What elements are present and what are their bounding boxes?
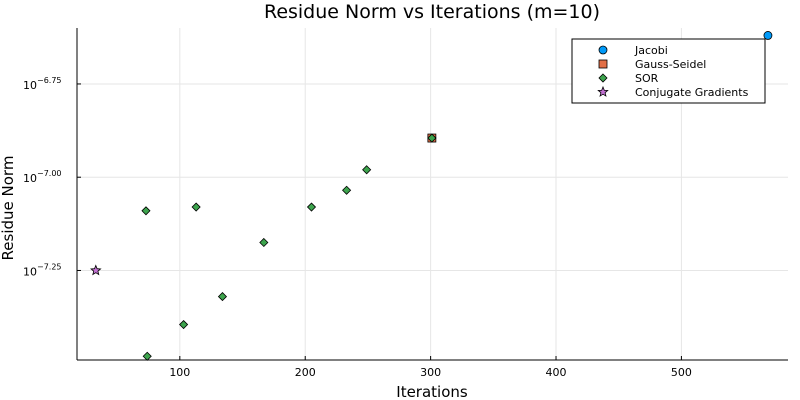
sor-point [362,165,372,175]
sor-point [142,351,152,361]
legend-label-jacobi: Jacobi [634,44,668,57]
jacobi-point [763,31,773,40]
ticks: 100 200 300 400 500 10−6.75 10−7.00 10−7.25 [23,76,692,379]
legend-marker-jacobi [598,45,608,55]
data-points [90,31,773,361]
sor-point [427,133,437,143]
y-tick-label: 10−7.00 [23,169,62,185]
sor-point [179,319,189,330]
sor-point [342,185,352,195]
sor-point [191,202,201,212]
legend-marker-sor [598,73,608,83]
x-tick-label: 200 [295,366,316,379]
legend-label-sor: SOR [635,72,659,85]
sor-point [306,202,317,212]
conjugate-gradients-point [90,264,102,276]
x-axis-label: Iterations [396,383,468,400]
x-tick-label: 100 [169,366,190,379]
x-tick-label: 400 [546,366,567,379]
chart-title: Residue Norm vs Iterations (m=10) [264,1,600,23]
legend-marker-conjugate-gradients [597,85,609,97]
legend-marker-gauss-seidel [598,59,608,69]
legend-label-conjugate-gradients: Conjugate Gradients [635,86,749,99]
y-axis-label: Residue Norm [0,156,17,261]
y-tick-label: 10−6.75 [23,76,62,92]
legend-label-gauss-seidel: Gauss-Seidel [635,58,706,71]
x-tick-label: 500 [671,366,692,379]
axes [76,28,788,361]
sor-point [141,206,151,216]
sor-point [259,237,269,248]
y-tick-label: 10−7.25 [23,262,62,278]
sor-point [217,292,228,302]
x-tick-label: 300 [420,366,441,379]
